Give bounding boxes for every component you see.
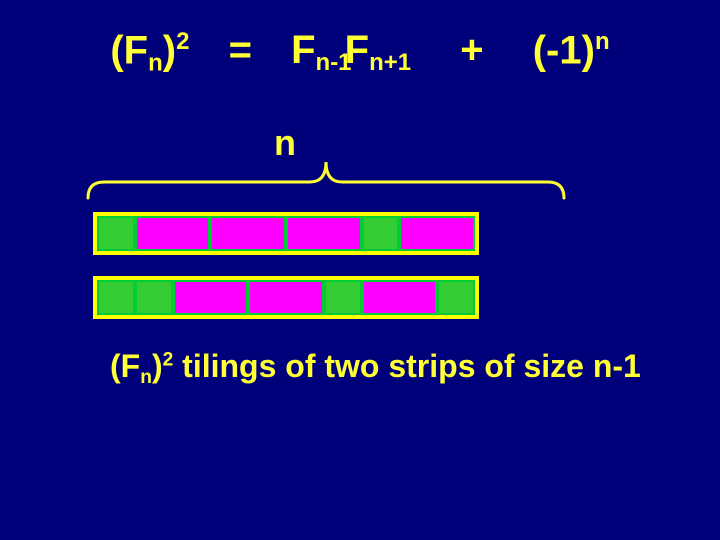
slide: (Fn)2 = Fn-1 Fn+1 + (-1)n n (Fn)2 tiling… xyxy=(0,0,720,540)
caption-pre: (F xyxy=(110,348,140,384)
domino-tile xyxy=(362,280,438,315)
rhs-base: (-1) xyxy=(533,28,595,72)
domino-tile xyxy=(286,216,362,251)
equation-equals: = xyxy=(229,28,252,73)
domino-tile xyxy=(173,280,249,315)
term2-sub: n+1 xyxy=(369,50,411,77)
caption-post: tilings of two strips of size n-1 xyxy=(173,348,641,384)
caption-mid: ) xyxy=(152,348,163,384)
domino-tile xyxy=(210,216,286,251)
square-tile xyxy=(324,280,362,315)
term2-base: F xyxy=(345,28,369,72)
caption-text: (Fn)2 tilings of two strips of size n-1 xyxy=(110,348,641,389)
lhs-sup: 2 xyxy=(176,28,189,55)
caption-sub: n xyxy=(140,367,152,388)
square-tile xyxy=(97,280,135,315)
square-tile xyxy=(362,216,400,251)
equation-term-fnm1: Fn-1 xyxy=(291,28,351,77)
rhs-sup: n xyxy=(595,28,610,55)
tiling-strip xyxy=(93,276,479,319)
lhs-close: ) xyxy=(163,28,176,72)
brace-icon xyxy=(86,158,566,204)
domino-tile xyxy=(399,216,475,251)
caption-sup: 2 xyxy=(163,349,174,370)
curly-brace xyxy=(86,158,566,209)
square-tile xyxy=(437,280,475,315)
domino-tile xyxy=(248,280,324,315)
equation-plus: + xyxy=(460,28,483,73)
lhs-open: (F xyxy=(110,28,148,72)
domino-tile xyxy=(135,216,211,251)
tiling-strip xyxy=(93,212,479,255)
equation-lhs: (Fn)2 xyxy=(110,28,189,78)
square-tile xyxy=(97,216,135,251)
equation-term-fnp1: Fn+1 xyxy=(345,28,411,77)
equation-rhs: (-1)n xyxy=(533,28,610,73)
lhs-sub: n xyxy=(148,50,163,77)
square-tile xyxy=(135,280,173,315)
term1-base: F xyxy=(291,28,315,72)
fibonacci-identity-equation: (Fn)2 = Fn-1 Fn+1 + (-1)n xyxy=(0,28,720,78)
